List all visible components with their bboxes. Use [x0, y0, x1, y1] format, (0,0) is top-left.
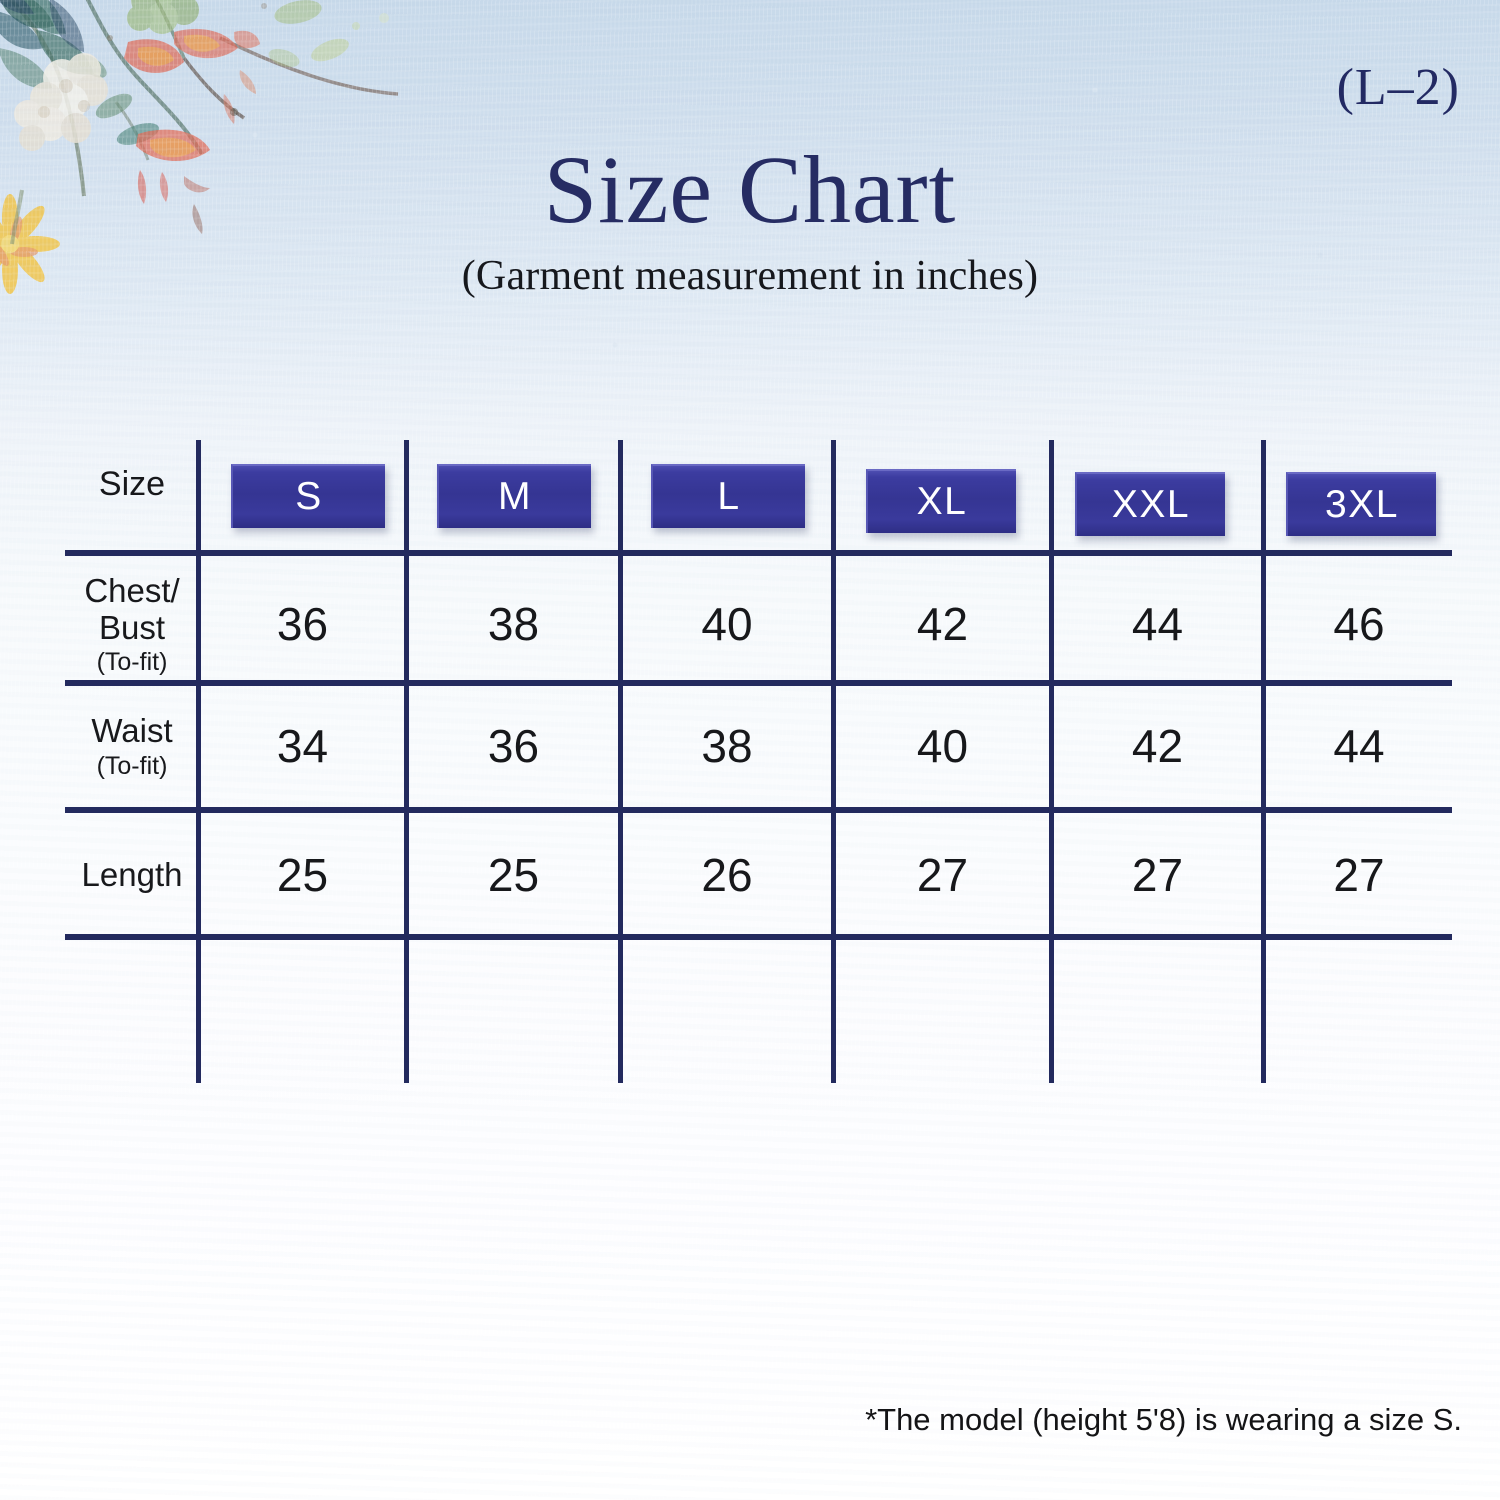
cell-chest-m: 38	[487, 598, 540, 650]
cell-chest-3xl: 46	[1333, 598, 1385, 650]
row-label-chest-bust-sub: (To-fit)	[96, 648, 168, 677]
table-hrule-header	[65, 550, 1452, 556]
cell-chest-s: 36	[276, 598, 329, 650]
row-label-waist-sub: (To-fit)	[96, 751, 168, 780]
row-label-chest-bust: Chest/ Bust (To-fit)	[68, 568, 196, 680]
cell-waist-l: 38	[701, 720, 753, 772]
row-label-chest-bust-line2: Bust	[98, 608, 166, 646]
cell-chest-xxl: 44	[1131, 598, 1184, 650]
size-badge-xxl[interactable]: XXL	[1075, 472, 1225, 536]
size-badge-l[interactable]: L	[651, 464, 805, 528]
cell-waist-s: 34	[276, 720, 329, 772]
style-code-label: (L–2)	[1336, 59, 1460, 116]
row-label-length-line1: Length	[81, 856, 183, 894]
cell-length-xl: 27	[916, 849, 969, 901]
cell-waist-3xl: 44	[1333, 720, 1385, 772]
size-badge-xl-label: XL	[916, 480, 968, 523]
cell-chest-l: 40	[701, 598, 753, 650]
size-badge-3xl-label: 3XL	[1325, 483, 1399, 526]
size-badge-m-label: M	[498, 475, 532, 518]
table-hrule-2	[65, 807, 1452, 813]
cell-length-xxl: 27	[1131, 849, 1184, 901]
row-label-chest-bust-line1: Chest/	[84, 571, 180, 609]
cell-length-3xl: 27	[1333, 849, 1385, 901]
page-title: Size Chart	[543, 136, 957, 243]
table-corner-label: Size	[98, 465, 166, 503]
cell-length-s: 25	[276, 849, 329, 901]
size-badge-m[interactable]: M	[437, 464, 591, 528]
row-label-waist-line1: Waist	[91, 712, 173, 750]
row-label-length: Length	[68, 820, 196, 930]
model-footnote: *The model (height 5'8) is wearing a siz…	[865, 1402, 1462, 1437]
table-hrule-1	[65, 680, 1452, 686]
size-badge-l-label: L	[717, 475, 741, 518]
cell-waist-xxl: 42	[1131, 720, 1184, 772]
size-badge-3xl[interactable]: 3XL	[1286, 472, 1436, 536]
cell-waist-xl: 40	[916, 720, 969, 772]
size-badge-s[interactable]: S	[231, 464, 385, 528]
cell-waist-m: 36	[487, 720, 540, 772]
table-hrule-3	[65, 934, 1452, 940]
size-badge-xl[interactable]: XL	[866, 469, 1016, 533]
cell-length-l: 26	[701, 849, 753, 901]
cell-chest-xl: 42	[916, 598, 969, 650]
size-badge-xxl-label: XXL	[1111, 483, 1191, 526]
page-subtitle: (Garment measurement in inches)	[461, 253, 1039, 299]
cell-length-m: 25	[487, 849, 540, 901]
size-badge-s-label: S	[295, 475, 323, 518]
row-label-waist: Waist (To-fit)	[68, 690, 196, 802]
